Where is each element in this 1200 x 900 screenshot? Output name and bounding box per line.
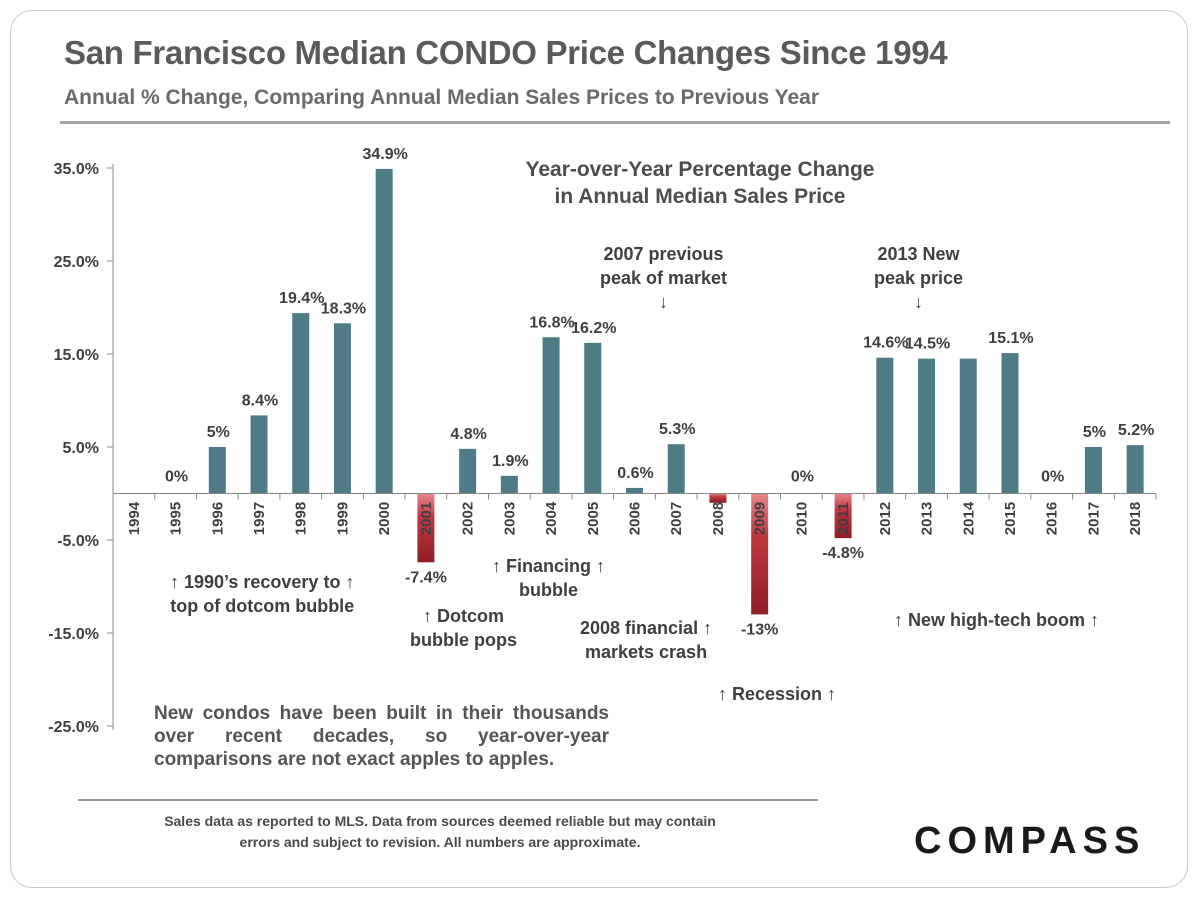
data-label: 5% [207, 424, 230, 441]
bar [500, 475, 518, 494]
data-label: 34.9% [362, 146, 407, 163]
bar [208, 447, 226, 494]
data-label: 16.2% [571, 320, 616, 337]
condo-note-line: comparisons are not exact apples to appl… [154, 749, 555, 770]
category-label: 1998 [293, 502, 310, 535]
category-label: 2012 [877, 502, 894, 535]
bar [751, 493, 769, 615]
category-label: 1996 [209, 502, 226, 535]
annotation-peak-2007: 2007 previous peak of market ↓ [600, 244, 728, 312]
data-label: 0% [165, 469, 188, 486]
data-label: -13% [741, 621, 778, 638]
data-label: 0.6% [617, 465, 653, 482]
bar [667, 444, 685, 494]
data-label: 0% [1041, 469, 1064, 486]
annotation-crash-2008: 2008 financial ↑ markets crash [580, 618, 713, 662]
data-label: 15.1% [988, 330, 1033, 347]
category-label: 1995 [168, 502, 185, 535]
category-label: 1999 [334, 502, 351, 535]
annotation-financing: ↑ Financing ↑ bubble [492, 556, 606, 600]
bar [1084, 447, 1102, 494]
bar [250, 415, 268, 494]
data-label: 1.9% [492, 453, 528, 470]
annotation-recovery: ↑ 1990’s recovery to ↑ top of dotcom bub… [170, 572, 355, 616]
annotation-dotcom: ↑ Dotcom bubble pops [410, 606, 517, 650]
annotation-recession: ↑ Recession ↑ [718, 684, 837, 704]
bar [375, 168, 393, 494]
annotation-peak-2013: 2013 New peak price ↓ [874, 244, 964, 312]
data-label: 0% [791, 469, 814, 486]
category-label: 2014 [960, 501, 977, 535]
annotation-high-tech-boom: ↑ New high-tech boom ↑ [894, 610, 1099, 630]
category-label: 2017 [1085, 502, 1102, 535]
category-label: 2009 [752, 502, 769, 535]
data-disclaimer: Sales data as reported to MLS. Data from… [164, 813, 716, 850]
bar [1001, 353, 1019, 494]
category-label: 2013 [919, 502, 936, 535]
category-label: 2006 [627, 502, 644, 535]
bar [292, 313, 310, 494]
bar [834, 493, 852, 539]
bar [542, 337, 560, 494]
condo-note-line: New condos have been built in their thou… [154, 703, 609, 724]
category-label: 2011 [835, 502, 852, 535]
compass-logo: COMPASS [914, 820, 1146, 862]
data-label: 18.3% [321, 300, 366, 317]
condo-note-line: over recent decades, so year-over-year [154, 726, 609, 747]
data-label: 5.2% [1118, 422, 1154, 439]
bar [626, 487, 643, 494]
category-label: 2016 [1044, 502, 1061, 535]
category-label: 1994 [126, 501, 143, 535]
page-title: San Francisco Median CONDO Price Changes… [64, 34, 948, 71]
bar [459, 448, 477, 494]
data-label: 16.8% [529, 314, 574, 331]
category-label: 2015 [1002, 502, 1019, 535]
y-tick-label: 35.0% [54, 161, 99, 178]
bar [709, 493, 727, 503]
category-label: 2004 [543, 501, 560, 535]
data-label: 5.3% [659, 421, 695, 438]
chart-title: Year-over-Year Percentage Change in Annu… [525, 158, 875, 208]
data-label: 14.5% [905, 336, 950, 353]
y-tick-label: -5.0% [57, 533, 99, 550]
bar [876, 357, 894, 494]
bar [584, 342, 602, 494]
data-label: 8.4% [242, 392, 278, 409]
header-divider [60, 121, 1170, 124]
category-label: 2010 [793, 502, 810, 535]
data-label: 4.8% [450, 426, 486, 443]
y-tick-label: 5.0% [63, 440, 99, 457]
page-subtitle: Annual % Change, Comparing Annual Median… [64, 86, 820, 109]
data-label: 14.6% [863, 335, 908, 352]
data-label: -4.8% [822, 545, 864, 562]
category-label: 2008 [710, 502, 727, 535]
category-label: 2018 [1127, 502, 1144, 535]
footer-divider [78, 799, 818, 801]
bar [959, 358, 977, 494]
category-label: 2005 [585, 502, 602, 535]
category-label: 2002 [460, 502, 477, 535]
y-tick-label: -15.0% [48, 626, 99, 643]
category-label: 1997 [251, 502, 268, 535]
y-tick-label: 15.0% [54, 347, 99, 364]
category-label: 2000 [376, 502, 393, 535]
y-tick-label: -25.0% [48, 719, 99, 736]
category-label: 2001 [418, 502, 435, 535]
data-label: -7.4% [405, 569, 447, 586]
data-label: 5% [1083, 424, 1106, 441]
category-label: 2007 [668, 502, 685, 535]
bar [333, 323, 351, 494]
data-label: 19.4% [279, 290, 324, 307]
condo-note: New condos have been built in their thou… [154, 702, 609, 771]
y-tick-label: 25.0% [54, 254, 99, 271]
bar [918, 358, 936, 494]
category-label: 2003 [501, 502, 518, 535]
bar [417, 493, 435, 563]
bar [1126, 445, 1144, 494]
